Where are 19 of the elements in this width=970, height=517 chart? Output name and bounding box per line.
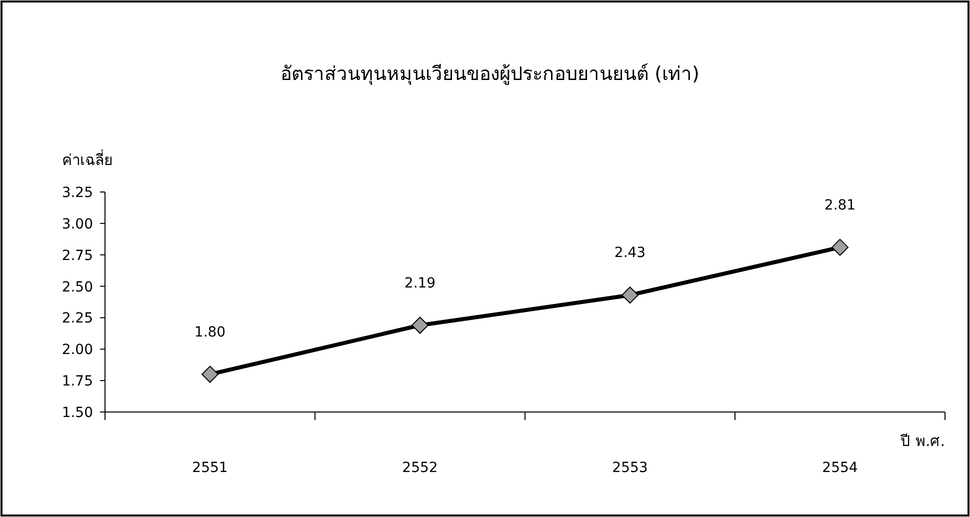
- ytick: 2.25: [62, 310, 93, 327]
- ytick: 2.50: [62, 279, 93, 296]
- data-label: 2.43: [614, 245, 646, 262]
- ytick: 2.00: [62, 342, 93, 358]
- ytick: 1.50: [62, 405, 93, 421]
- xlabel: ปี พ.ศ.: [900, 432, 945, 450]
- data-label: 2.81: [824, 197, 856, 214]
- title: อัตราส่วนทุนหมุนเวียนของผู้ประกอบยานยนต์ (เท่า): [280, 63, 700, 85]
- xtick: 2553: [612, 460, 648, 476]
- ytick: 3.00: [62, 216, 93, 232]
- data-label: 1.80: [194, 324, 226, 340]
- ytick: 1.75: [62, 374, 93, 390]
- xtick: 2552: [402, 460, 438, 476]
- ytick: 2.75: [62, 248, 93, 264]
- ytick: 3.25: [62, 185, 93, 201]
- ylabel: ค่าเฉลี่ย: [62, 151, 113, 169]
- xtick: 2554: [822, 460, 858, 476]
- data-label: 2.19: [404, 275, 436, 292]
- xtick: 2551: [192, 460, 228, 476]
